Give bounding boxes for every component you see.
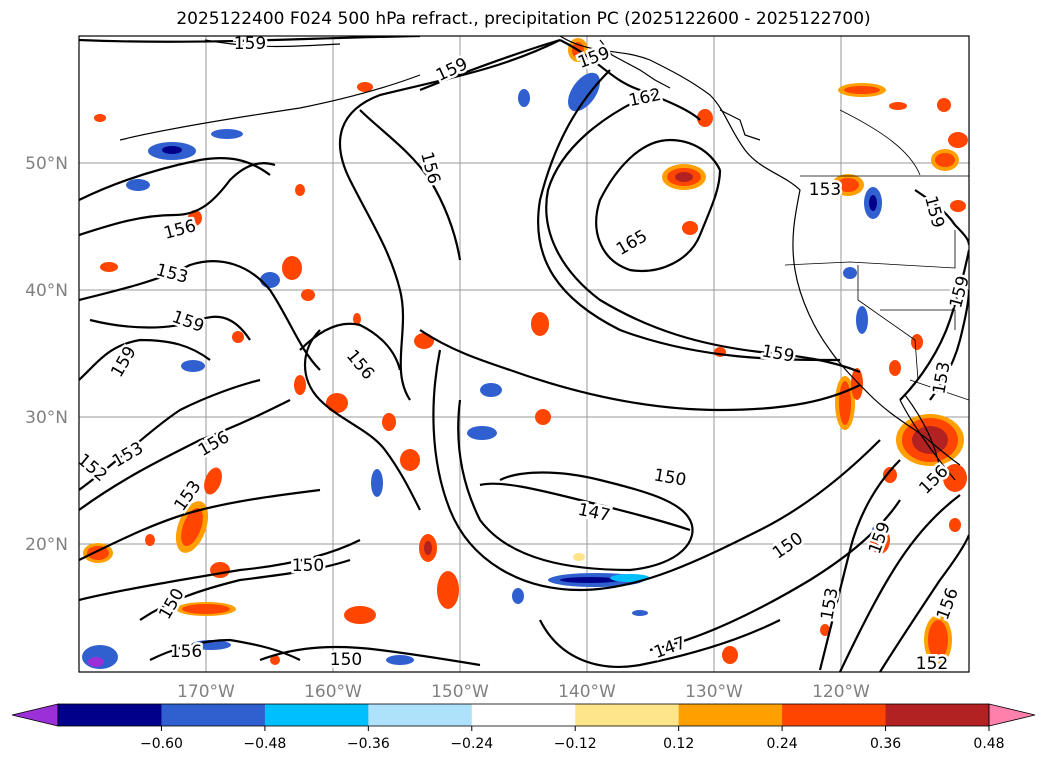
map-frame (78, 35, 970, 673)
colorbar-segment (368, 704, 473, 726)
colorbar-extend-low (11, 703, 59, 727)
colorbar-tick-label: −0.48 (243, 736, 286, 752)
contour-label: 156 (342, 346, 378, 384)
contour-label: 153 (929, 360, 954, 395)
colorbar-segment (161, 704, 266, 726)
colorbar-extend-high (988, 703, 1036, 727)
lon-label-160w: 160°W (304, 682, 362, 702)
contour-label: 159 (946, 274, 974, 311)
colorbar-tick-label: 0.36 (870, 736, 901, 752)
coastlines (119, 36, 961, 481)
contour-label: 162 (627, 85, 663, 111)
lat-label-20: 20°N (25, 535, 68, 555)
contour-labels: 159 159 159 162 156 165 156 153 159 159 156 159 150 1… (79, 34, 974, 674)
contour-label: 153 (809, 180, 841, 200)
colorbar-tick-label: −0.24 (450, 736, 493, 752)
contour-label: 159 (760, 341, 795, 366)
lon-label-130w: 130°W (685, 682, 743, 702)
contour-label: 159 (169, 307, 206, 337)
colorbar-segment (471, 704, 576, 726)
contour-label: 165 (613, 226, 651, 260)
colorbar-tick-label: −0.12 (554, 736, 597, 752)
latitude-labels: 50°N 40°N 30°N 20°N (25, 154, 68, 555)
contour-label: 156 (195, 427, 233, 461)
colorbar-segment (885, 704, 990, 726)
lon-label-150w: 150°W (431, 682, 489, 702)
contour-label: 147 (576, 500, 612, 526)
contour-label: 156 (416, 150, 444, 187)
lat-label-30: 30°N (25, 408, 68, 428)
contour-label: 150 (155, 585, 189, 623)
colorbar-segment (58, 704, 162, 726)
colorbar-tick-label: 0.24 (767, 736, 798, 752)
colorbar-tick-label: −0.60 (140, 736, 183, 752)
contour-label: 153 (154, 260, 191, 288)
height-contours (79, 36, 969, 672)
lon-label-120w: 120°W (812, 682, 870, 702)
colorbar-tick-label: −0.36 (347, 736, 390, 752)
lon-label-170w: 170°W (177, 682, 235, 702)
lon-label-140w: 140°W (558, 682, 616, 702)
colorbar: −0.60 −0.48 −0.36 −0.24 −0.12 0.12 0.24 0.36 0.4… (11, 703, 1036, 752)
colorbar-segment (782, 704, 887, 726)
lat-label-50: 50°N (25, 154, 68, 174)
precip-shading (82, 38, 968, 669)
contour-label: 159 (433, 54, 471, 86)
contour-label: 159 (234, 34, 266, 54)
contour-label: 156 (933, 585, 963, 622)
colorbar-segment (678, 704, 783, 726)
lat-label-40: 40°N (25, 281, 68, 301)
contour-label: 150 (292, 556, 324, 576)
graticule (79, 36, 969, 672)
contour-label: 150 (330, 650, 362, 670)
contour-label: 150 (652, 465, 687, 490)
contour-label: 152 (916, 654, 948, 674)
colorbar-segment (575, 704, 680, 726)
colorbar-segment (264, 704, 369, 726)
political-borders (784, 109, 969, 401)
contour-label: 147 (651, 633, 688, 663)
contour-label: 159 (920, 194, 948, 231)
contour-label: 150 (769, 529, 807, 564)
contour-label: 153 (109, 438, 147, 472)
colorbar-tick-label: 0.48 (973, 736, 1004, 752)
contour-label: 159 (107, 343, 141, 381)
map-title: 2025122400 F024 500 hPa refract., precip… (176, 9, 871, 29)
contour-label: 156 (170, 642, 202, 662)
longitude-labels: 170°W 160°W 150°W 140°W 130°W 120°W (177, 682, 870, 702)
contour-label: 156 (162, 216, 199, 244)
contour-label: 153 (817, 586, 842, 621)
colorbar-tick-label: 0.12 (663, 736, 694, 752)
colorbar-border (57, 703, 990, 727)
contour-label: 159 (865, 519, 895, 556)
contour-label: 156 (915, 461, 952, 498)
